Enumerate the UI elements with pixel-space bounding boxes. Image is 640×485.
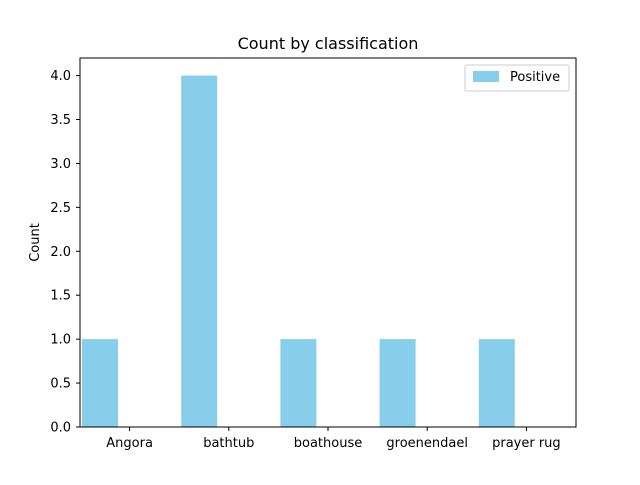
x-tick-label: bathtub [203,436,254,451]
x-tick-label: groenendael [386,436,468,451]
chart-title: Count by classification [238,34,419,53]
bar-prayer-rug [478,339,515,427]
y-tick-label: 3.0 [50,157,71,172]
y-tick-label: 0.5 [50,377,71,392]
y-tick-label: 1.0 [50,333,71,348]
legend-swatch [473,71,499,82]
bar-bathtub [181,75,218,427]
y-tick-label: 3.5 [50,113,71,128]
x-tick-label: Angora [106,436,153,451]
y-axis-label: Count [28,223,43,262]
y-tick-label: 2.5 [50,201,71,216]
legend-label: Positive [510,70,560,85]
y-tick-label: 1.5 [50,289,71,304]
bar-boathouse [280,339,317,427]
y-tick-label: 0.0 [50,421,71,436]
x-tick-label: prayer rug [492,436,561,451]
legend: Positive [464,64,570,92]
y-tick-label: 4.0 [50,69,71,84]
x-tick-label: boathouse [294,436,362,451]
bar-groenendael [379,339,416,427]
bar-angora [82,339,118,427]
y-tick-label: 2.0 [50,245,71,260]
axis-ticks: Angora bathtub boathouse groenendael prayer … [50,69,560,451]
plot-area [82,75,515,427]
